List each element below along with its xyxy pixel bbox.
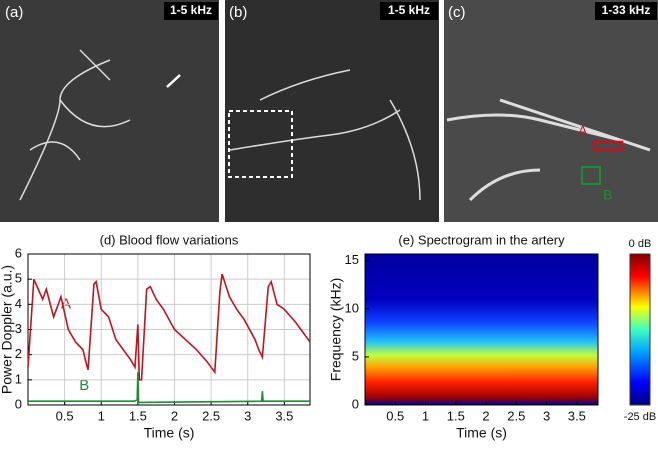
y-tick-label: 3 [15, 321, 22, 336]
y-tick-label: 0 [352, 396, 359, 411]
series-line [27, 273, 311, 381]
arrow [166, 74, 181, 88]
vessels [19, 49, 651, 202]
chart-title: (e) Spectrogram in the artery [398, 232, 565, 247]
image-panels: (a) 1-5 kHz (b) 1-5 kHz (c) 1-33 kHz A B [0, 0, 658, 222]
y-axis-label: Frequency (kHz) [328, 278, 344, 381]
x-axis-label: Time (s) [456, 425, 507, 441]
legend-label: A [61, 295, 71, 312]
x-tick-label: 3 [244, 408, 251, 423]
x-tick-label: 1.5 [129, 408, 147, 423]
image [444, 0, 658, 222]
band-label: 1-5 kHz [388, 3, 430, 17]
spectrogram-image [365, 254, 598, 405]
y-tick-label: 15 [345, 252, 359, 267]
y-axis-label: Power Doppler (a.u.) [0, 265, 15, 394]
x-tick-label: 2.5 [507, 408, 525, 423]
x-axis-label: Time (s) [144, 425, 195, 441]
y-tick-label: 6 [15, 245, 22, 260]
roi-b [581, 166, 601, 185]
legend-label: B [79, 377, 89, 394]
x-tick-label: 0.5 [56, 408, 74, 423]
chart-title: (d) Blood flow variations [100, 232, 239, 247]
x-tick-label: 1 [98, 408, 105, 423]
band-label: 1-33 kHz [602, 3, 651, 17]
x-tick-label: 2 [482, 408, 489, 423]
image [0, 0, 219, 222]
y-tick-label: 1 [15, 371, 22, 386]
colorbar-label: -25 dB [624, 411, 656, 423]
roi-box [228, 110, 293, 178]
x-tick-label: 1 [422, 408, 429, 423]
band-box [164, 2, 218, 20]
x-tick-label: 2 [171, 408, 178, 423]
panel-label: (c) [448, 4, 466, 21]
annotation: B [603, 187, 612, 203]
series-line [28, 372, 310, 404]
plot-frame [364, 253, 599, 406]
colorbar [629, 253, 651, 406]
x-tick-label: 3.5 [275, 408, 293, 423]
roi-a [592, 140, 624, 152]
x-tick-label: 2.5 [202, 408, 220, 423]
plot-frame [27, 253, 311, 406]
x-tick-label: 3 [543, 408, 550, 423]
y-tick-label: 4 [15, 296, 22, 311]
y-tick-label: 2 [15, 346, 22, 361]
colorbar-label: 0 dB [629, 238, 652, 250]
y-tick-label: 5 [352, 348, 359, 363]
y-tick-label: 5 [15, 271, 22, 286]
x-tick-label: 0.5 [386, 408, 404, 423]
panel-label: (b) [229, 4, 247, 21]
y-tick-label: 0 [15, 396, 22, 411]
y-tick-label: 10 [345, 300, 359, 315]
band-box [380, 2, 438, 20]
band-label: 1-5 kHz [170, 3, 212, 17]
panel-label: (a) [5, 4, 23, 21]
annotation: A [578, 123, 588, 139]
x-tick-label: 1.5 [447, 408, 465, 423]
band-box [595, 2, 657, 20]
x-tick-label: 3.5 [568, 408, 586, 423]
